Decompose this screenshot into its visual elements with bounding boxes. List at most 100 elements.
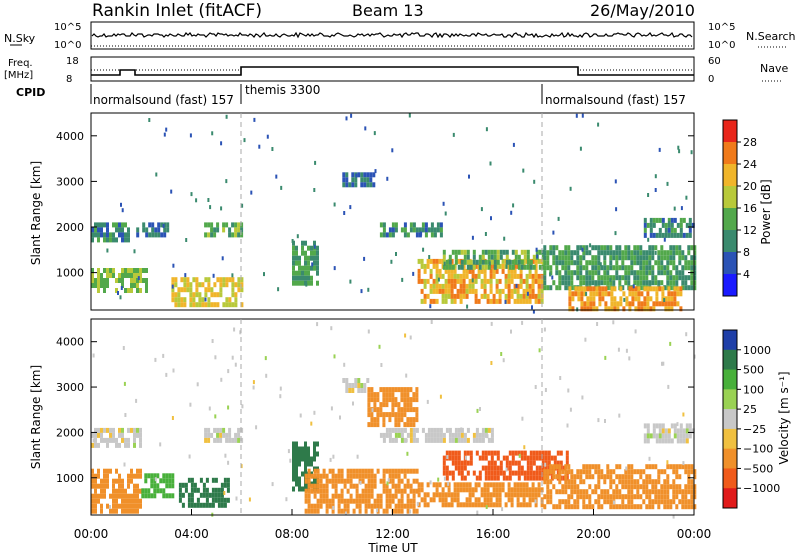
heatmap-cell [576, 275, 580, 281]
heatmap-cell [412, 407, 416, 413]
heatmap-cell [663, 285, 667, 291]
heatmap-cell [643, 232, 647, 238]
heatmap-cell [363, 172, 367, 178]
heatmap-cell [484, 427, 488, 433]
heatmap-cell [406, 417, 410, 423]
heatmap-cell [337, 478, 341, 484]
heatmap-cell [435, 487, 439, 493]
heatmap-cell [690, 494, 694, 500]
heatmap-cell [450, 258, 454, 264]
heatmap-cell [462, 268, 466, 274]
heatmap-cell [373, 473, 377, 479]
heatmap-cell [424, 227, 428, 233]
heatmap-cell [498, 288, 502, 294]
heatmap-cell [669, 285, 673, 291]
heatmap-cell [489, 263, 493, 269]
heatmap-cell [394, 503, 398, 509]
heatmap-cell [585, 489, 589, 495]
heatmap-cell [150, 483, 154, 489]
heatmap-cell [637, 301, 641, 307]
heatmap-cell [546, 484, 550, 490]
heatmap-cell [171, 277, 175, 283]
heatmap-cell [666, 181, 669, 186]
heatmap-cell [594, 499, 598, 505]
heatmap-cell [679, 232, 683, 238]
heatmap-cell [144, 488, 148, 494]
heatmap-cell [301, 486, 304, 492]
heatmap-cell [400, 437, 404, 443]
heatmap-cell [682, 232, 686, 238]
heatmap-cell [573, 260, 577, 266]
heatmap-cell [675, 280, 679, 286]
heatmap-cell [367, 392, 371, 398]
heatmap-cell [510, 492, 514, 498]
heatmap-cell [651, 489, 655, 495]
heatmap-cell [448, 450, 452, 456]
heatmap-cell [667, 217, 671, 223]
heatmap-cell [298, 446, 301, 452]
heatmap-cell [391, 468, 395, 474]
heatmap-cell [364, 473, 368, 479]
heatmap-cell [678, 489, 682, 495]
heatmap-cell [490, 361, 493, 365]
heatmap-cell [292, 260, 295, 266]
heatmap-cell [528, 298, 532, 304]
heatmap-cell [121, 483, 124, 489]
heatmap-cell [91, 498, 94, 504]
heatmap-cell [406, 483, 410, 489]
heatmap-cell [651, 479, 655, 485]
heatmap-cell [103, 488, 106, 494]
heatmap-cell [583, 291, 587, 297]
heatmap-cell [435, 278, 439, 284]
heatmap-cell [597, 499, 601, 505]
heatmap-cell [210, 232, 214, 238]
heatmap-cell [445, 259, 449, 265]
heatmap-cell [121, 237, 124, 243]
heatmap-cell [615, 504, 619, 510]
heatmap-cell [480, 268, 484, 274]
heatmap-cell [484, 470, 488, 476]
heatmap-cell [209, 205, 212, 210]
heatmap-cell [486, 487, 490, 493]
heatmap-cell [442, 460, 446, 466]
heatmap-cell [684, 260, 688, 266]
colorbar-swatch [723, 448, 737, 469]
heatmap-cell [597, 260, 601, 266]
heatmap-cell [379, 412, 383, 418]
heatmap-cell [645, 474, 649, 480]
heatmap-cell [376, 508, 379, 513]
heatmap-cell [679, 433, 683, 439]
heatmap-cell [690, 489, 694, 495]
heatmap-cell [454, 460, 458, 466]
heatmap-cell [406, 508, 410, 514]
heatmap-cell [193, 482, 197, 488]
heatmap-cell [301, 240, 304, 246]
heatmap-cell [228, 277, 232, 283]
heatmap-cell [484, 450, 488, 456]
heatmap-cell [577, 296, 581, 302]
heatmap-cell [537, 273, 541, 279]
heatmap-cell [117, 291, 119, 295]
heatmap-cell [307, 483, 311, 489]
heatmap-cell [136, 498, 139, 504]
heatmap-cell [526, 254, 530, 260]
heatmap-cell [208, 492, 212, 498]
heatmap-cell [234, 432, 238, 438]
heatmap-cell [588, 260, 592, 266]
heatmap-cell [520, 249, 524, 255]
heatmap-cell [493, 259, 497, 265]
heatmap-cell [451, 249, 455, 255]
heatmap-cell [332, 505, 335, 510]
heatmap-cell [406, 498, 410, 504]
heatmap-cell [630, 494, 634, 500]
heatmap-cell [573, 489, 577, 495]
heatmap-cell [609, 250, 613, 256]
heatmap-cell [643, 286, 647, 292]
heatmap-cell [670, 222, 674, 228]
heatmap-cell [597, 479, 601, 485]
heatmap-cell [663, 484, 667, 490]
heatmap-cell [150, 473, 154, 479]
heatmap-cell [409, 483, 413, 489]
heatmap-cell [466, 470, 470, 476]
heatmap-cell [534, 499, 537, 504]
